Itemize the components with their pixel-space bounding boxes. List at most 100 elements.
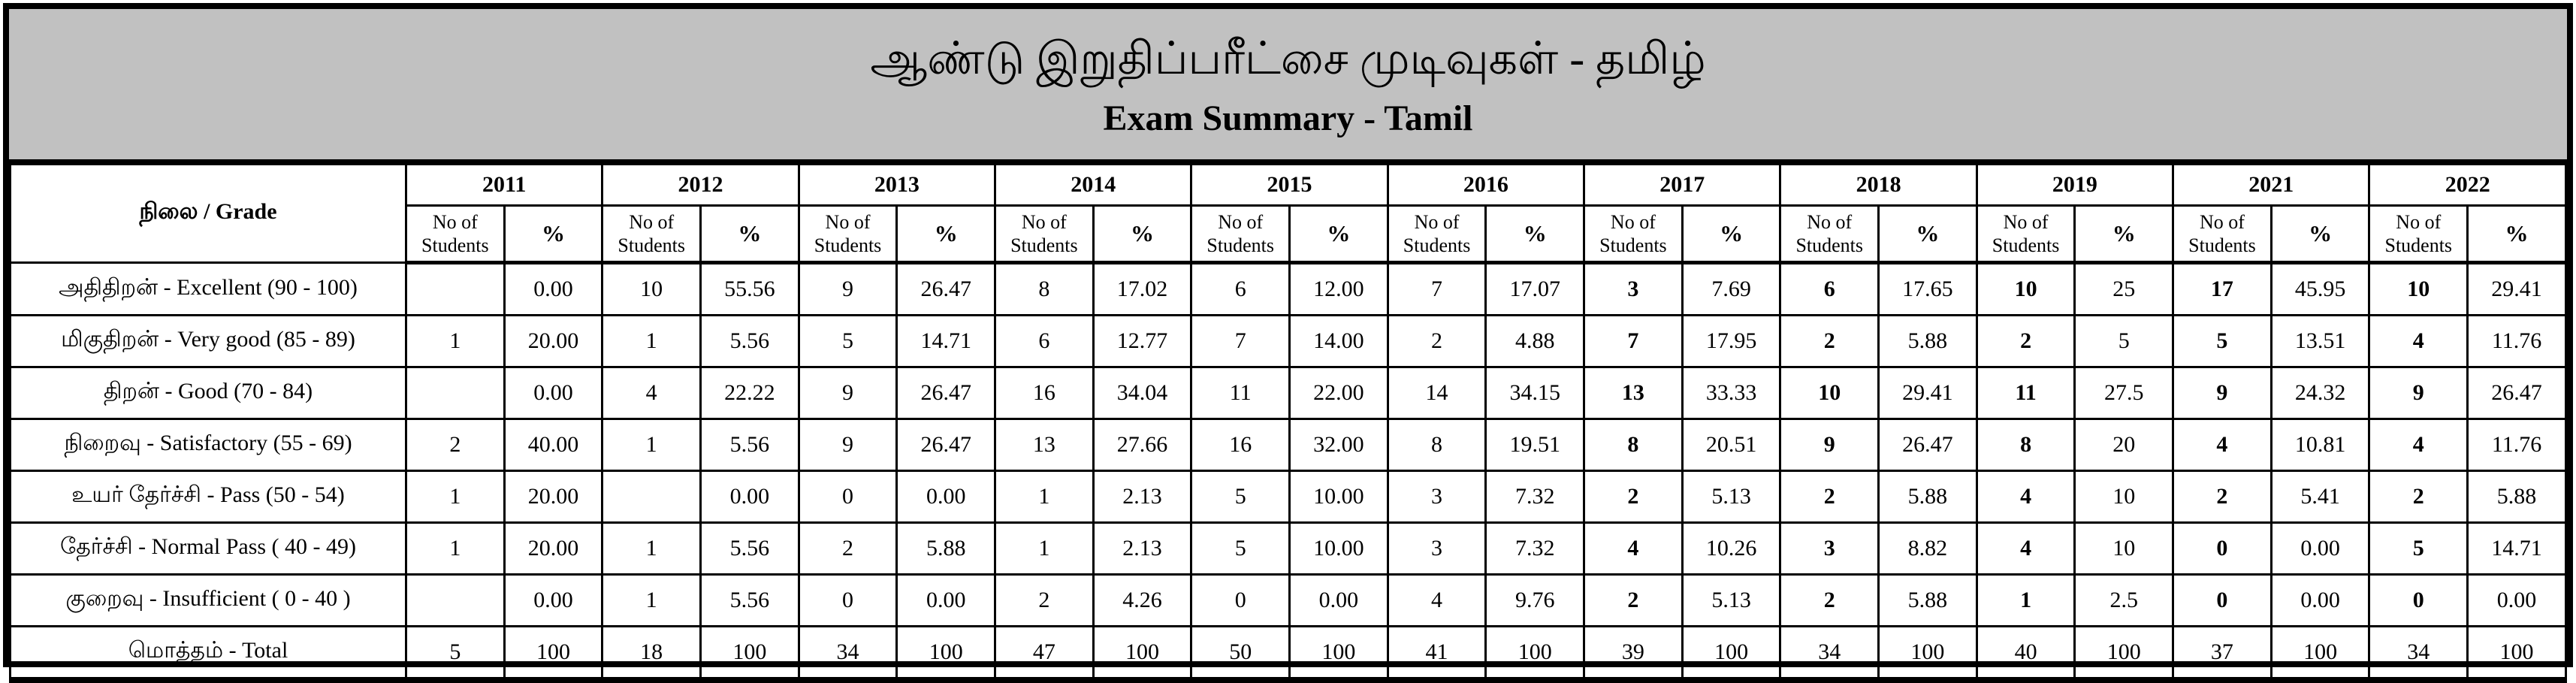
cell-2017-percent: 5.13	[1681, 470, 1782, 524]
cell-2014-students: 1	[994, 521, 1095, 576]
cell-2013-percent: 5.88	[895, 521, 997, 576]
cell-2022-students: 5	[2368, 521, 2469, 576]
cell-2013-percent: 14.71	[895, 314, 997, 368]
cell-2014-students: 16	[994, 366, 1095, 420]
students-subheader-2014: No of Students	[994, 204, 1095, 264]
cell-2011-students	[405, 573, 506, 627]
cell-2016-students: 2	[1386, 314, 1487, 368]
cell-2012-students: 18	[601, 625, 702, 683]
cell-2012-percent: 5.56	[699, 573, 800, 627]
grade-row: திறன் - Good (70 - 84) 0.00 4 22.22 9 26.47 16…	[9, 366, 2567, 420]
cell-2016-students: 3	[1386, 470, 1487, 524]
cell-2015-students: 6	[1190, 261, 1291, 316]
cell-2016-percent: 4.88	[1484, 314, 1586, 368]
cell-2015-students: 5	[1190, 470, 1291, 524]
cell-2012-percent: 5.56	[699, 418, 800, 472]
year-header-2021: 2021	[2172, 163, 2371, 207]
subheader-row: No of Students% No of Students% No of Stud…	[11, 204, 2567, 264]
students-subheader-2018: No of Students	[1779, 204, 1880, 264]
percent-subheader-2018: %	[1877, 204, 1978, 264]
cell-2013-percent: 100	[895, 625, 997, 683]
cell-2011-students	[405, 366, 506, 420]
cell-2019-percent: 100	[2073, 625, 2175, 683]
cell-2022-students: 10	[2368, 261, 2469, 316]
cell-2012-students: 1	[601, 521, 702, 576]
cell-2011-students: 5	[405, 625, 506, 683]
grade-label: உயர் தேர்ச்சி - Pass (50 - 54)	[9, 470, 407, 524]
report-title-english: Exam Summary - Tamil	[1103, 98, 1473, 138]
cell-2022-students: 9	[2368, 366, 2469, 420]
cell-2019-students: 11	[1975, 366, 2076, 420]
grade-label: நிறைவு - Satisfactory (55 - 69)	[9, 418, 407, 472]
cell-2017-students: 2	[1583, 573, 1684, 627]
cell-2022-students: 34	[2368, 625, 2469, 683]
cell-2013-percent: 26.47	[895, 418, 997, 472]
cell-2022-percent: 11.76	[2466, 314, 2567, 368]
results-table-body: அதிதிறன் - Excellent (90 - 100) 0.00 10 55.…	[9, 261, 2567, 683]
cell-2017-students: 39	[1583, 625, 1684, 683]
cell-2013-students: 9	[797, 261, 898, 316]
cell-2019-percent: 2.5	[2073, 573, 2175, 627]
cell-2016-percent: 9.76	[1484, 573, 1586, 627]
cell-2018-percent: 5.88	[1877, 470, 1978, 524]
cell-2017-students: 8	[1583, 418, 1684, 472]
cell-2015-students: 7	[1190, 314, 1291, 368]
cell-2022-students: 4	[2368, 418, 2469, 472]
cell-2011-students: 1	[405, 521, 506, 576]
cell-2015-students: 11	[1190, 366, 1291, 420]
cell-2015-percent: 10.00	[1288, 470, 1389, 524]
cell-2019-students: 2	[1975, 314, 2076, 368]
cell-2014-percent: 27.66	[1092, 418, 1193, 472]
cell-2022-percent: 11.76	[2466, 418, 2567, 472]
cell-2013-students: 0	[797, 470, 898, 524]
cell-2017-percent: 20.51	[1681, 418, 1782, 472]
cell-2011-percent: 0.00	[503, 366, 604, 420]
cell-2018-students: 34	[1779, 625, 1880, 683]
cell-2019-students: 40	[1975, 625, 2076, 683]
grade-label: மொத்தம் - Total	[9, 625, 407, 683]
cell-2013-students: 5	[797, 314, 898, 368]
cell-2018-percent: 26.47	[1877, 418, 1978, 472]
year-header-row: நிலை / Grade 2011 2012 2013 2014 2015 2016 201…	[9, 163, 2567, 264]
cell-2022-percent: 0.00	[2466, 573, 2567, 627]
cell-2017-percent: 7.69	[1681, 261, 1782, 316]
year-header-2014: 2014	[994, 163, 1193, 207]
students-subheader-2012: No of Students	[601, 204, 702, 264]
cell-2014-percent: 12.77	[1092, 314, 1193, 368]
cell-2016-students: 3	[1386, 521, 1487, 576]
report-title-tamil: ஆண்டு இறுதிப்பரீட்சை முடிவுகள் - தமிழ்	[870, 34, 1706, 83]
cell-2018-percent: 5.88	[1877, 573, 1978, 627]
cell-2022-percent: 100	[2466, 625, 2567, 683]
cell-2018-students: 10	[1779, 366, 1880, 420]
cell-2021-percent: 24.32	[2269, 366, 2371, 420]
cell-2016-students: 41	[1386, 625, 1487, 683]
cell-2012-percent: 0.00	[699, 470, 800, 524]
cell-2013-students: 34	[797, 625, 898, 683]
grade-row: அதிதிறன் - Excellent (90 - 100) 0.00 10 55.…	[9, 261, 2567, 316]
cell-2021-students: 2	[2172, 470, 2272, 524]
cell-2018-students: 9	[1779, 418, 1880, 472]
cell-2018-students: 2	[1779, 470, 1880, 524]
students-subheader-2011: No of Students	[405, 204, 506, 264]
cell-2018-students: 2	[1779, 314, 1880, 368]
grade-row: நிறைவு - Satisfactory (55 - 69) 2 40.00 1 5.…	[9, 418, 2567, 472]
cell-2019-percent: 20	[2073, 418, 2175, 472]
cell-2021-percent: 0.00	[2269, 521, 2371, 576]
cell-2017-students: 7	[1583, 314, 1684, 368]
cell-2017-percent: 100	[1681, 625, 1782, 683]
cell-2015-students: 16	[1190, 418, 1291, 472]
cell-2015-percent: 12.00	[1288, 261, 1389, 316]
cell-2011-percent: 0.00	[503, 261, 604, 316]
cell-2012-percent: 55.56	[699, 261, 800, 316]
students-subheader-2017: No of Students	[1583, 204, 1684, 264]
cell-2013-students: 0	[797, 573, 898, 627]
cell-2016-students: 7	[1386, 261, 1487, 316]
cell-2017-percent: 33.33	[1681, 366, 1782, 420]
cell-2012-students	[601, 470, 702, 524]
cell-2013-percent: 0.00	[895, 470, 997, 524]
grade-row: தேர்ச்சி - Normal Pass ( 40 - 49) 1 20.00 1…	[9, 521, 2567, 576]
cell-2017-percent: 17.95	[1681, 314, 1782, 368]
cell-2022-students: 4	[2368, 314, 2469, 368]
cell-2021-percent: 5.41	[2269, 470, 2371, 524]
